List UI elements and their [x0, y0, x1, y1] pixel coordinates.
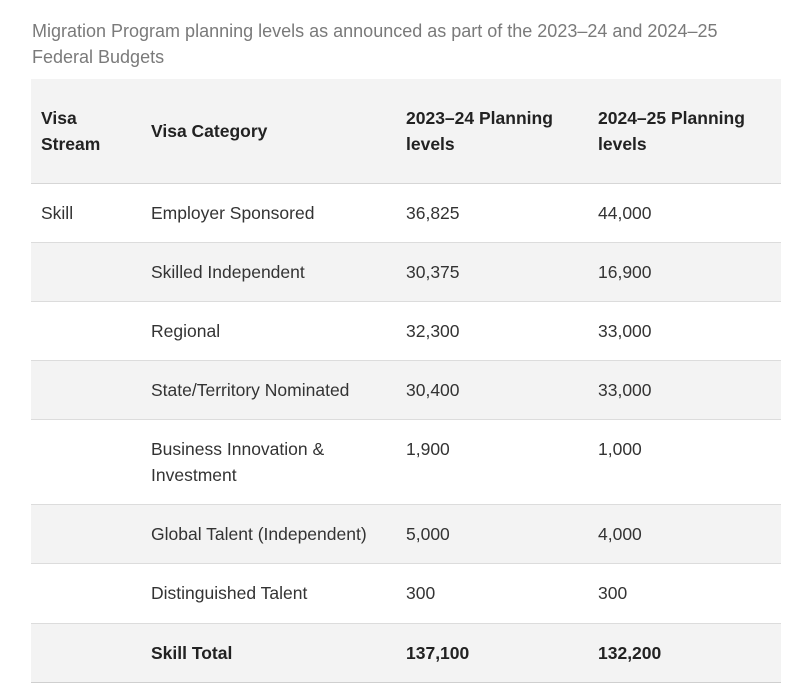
cell-visa-stream — [31, 301, 141, 361]
cell-2023-24: 30,400 — [396, 360, 588, 420]
cell-2023-24: 300 — [396, 563, 588, 624]
cell-2024-25: 33,000 — [588, 360, 781, 420]
cell-visa-category: Distinguished Talent — [141, 563, 396, 624]
table-row: Distinguished Talent 300 300 — [31, 563, 781, 624]
cell-visa-category: State/Territory Nominated — [141, 360, 396, 420]
table-row: Skilled Independent 30,375 16,900 — [31, 242, 781, 302]
cell-visa-stream — [31, 623, 141, 683]
cell-visa-category: Regional — [141, 301, 396, 361]
table-row: Business Innovation & Investment 1,900 1… — [31, 419, 781, 505]
cell-2023-24: 1,900 — [396, 419, 588, 505]
cell-2023-24: 32,300 — [396, 301, 588, 361]
planning-levels-table: Visa Stream Visa Category 2023–24 Planni… — [31, 79, 781, 683]
cell-2024-25: 33,000 — [588, 301, 781, 361]
cell-visa-stream — [31, 419, 141, 505]
cell-visa-category: Global Talent (Independent) — [141, 504, 396, 564]
cell-total-2023-24: 137,100 — [396, 623, 588, 683]
cell-visa-stream — [31, 242, 141, 302]
header-visa-category: Visa Category — [141, 79, 396, 184]
cell-visa-category: Skilled Independent — [141, 242, 396, 302]
cell-2023-24: 30,375 — [396, 242, 588, 302]
table-caption: Migration Program planning levels as ann… — [32, 21, 718, 67]
cell-2023-24: 36,825 — [396, 183, 588, 243]
header-2023-24-planning-levels: 2023–24 Planning levels — [396, 79, 588, 184]
cell-total-label: Skill Total — [141, 623, 396, 683]
cell-2024-25: 300 — [588, 563, 781, 624]
cell-visa-stream: Skill — [31, 183, 141, 243]
cell-visa-stream — [31, 504, 141, 564]
table-total-row: Skill Total 137,100 132,200 — [31, 623, 781, 683]
table-row: Global Talent (Independent) 5,000 4,000 — [31, 504, 781, 564]
table-row: Regional 32,300 33,000 — [31, 301, 781, 361]
cell-visa-category: Employer Sponsored — [141, 183, 396, 243]
table-row: Skill Employer Sponsored 36,825 44,000 — [31, 183, 781, 243]
header-2024-25-planning-levels: 2024–25 Planning levels — [588, 79, 781, 184]
cell-2024-25: 1,000 — [588, 419, 781, 505]
cell-total-2024-25: 132,200 — [588, 623, 781, 683]
cell-2024-25: 16,900 — [588, 242, 781, 302]
cell-visa-category: Business Innovation & Investment — [141, 419, 396, 505]
cell-visa-stream — [31, 360, 141, 420]
cell-2024-25: 4,000 — [588, 504, 781, 564]
cell-visa-stream — [31, 563, 141, 624]
cell-2024-25: 44,000 — [588, 183, 781, 243]
table-header-row: Visa Stream Visa Category 2023–24 Planni… — [31, 79, 781, 184]
cell-2023-24: 5,000 — [396, 504, 588, 564]
header-visa-stream: Visa Stream — [31, 79, 141, 184]
table-row: State/Territory Nominated 30,400 33,000 — [31, 360, 781, 420]
